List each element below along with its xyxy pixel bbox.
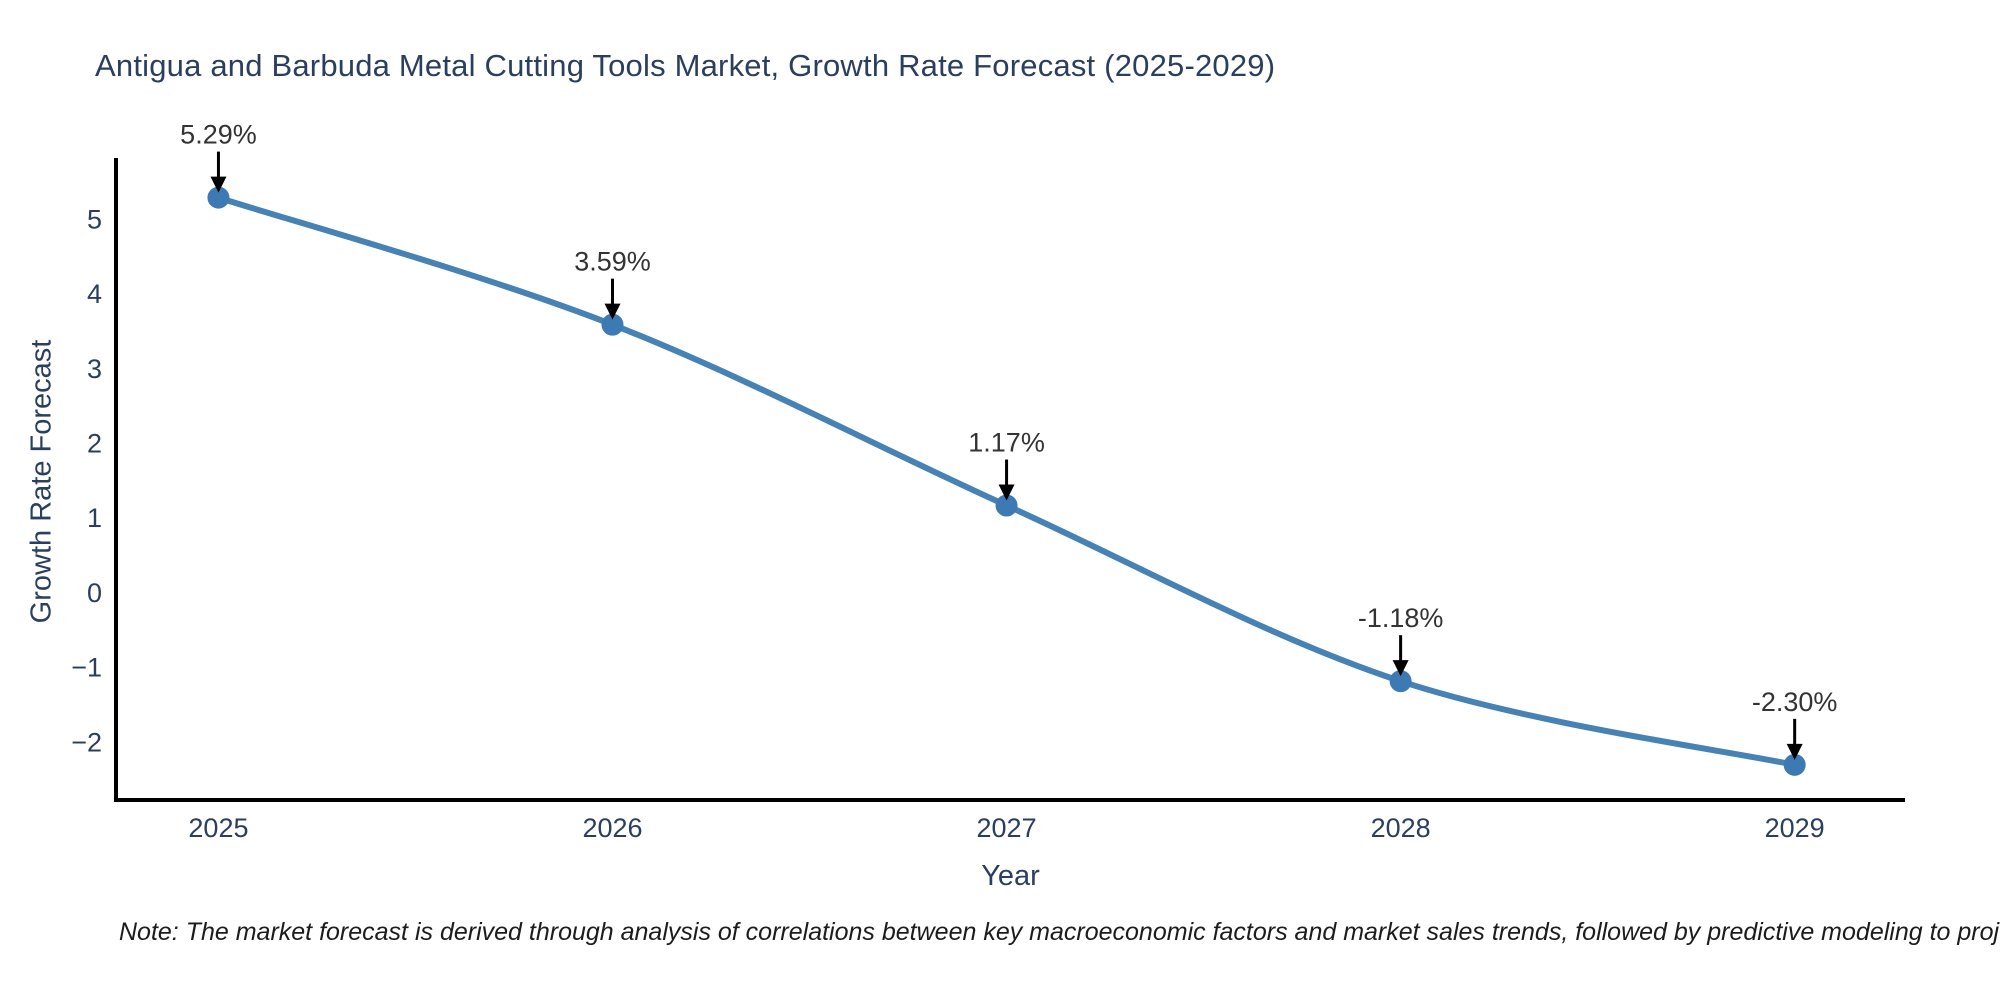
data-point-marker[interactable] (601, 313, 624, 336)
data-point-marker[interactable] (1389, 670, 1412, 693)
x-tick-label: 2029 (1765, 813, 1825, 843)
y-tick-label: 4 (87, 279, 102, 309)
y-tick-label: −1 (71, 653, 102, 683)
data-point-marker[interactable] (995, 494, 1018, 517)
data-point-label: -2.30% (1752, 687, 1838, 717)
x-tick-label: 2027 (977, 813, 1037, 843)
y-tick-label: 0 (87, 578, 102, 608)
annotation-arrow-head (210, 176, 227, 193)
y-tick-label: 1 (87, 503, 102, 533)
x-tick-label: 2025 (188, 813, 248, 843)
footnote: Note: The market forecast is derived thr… (119, 918, 2000, 946)
annotation-arrow-head (604, 303, 621, 320)
y-axis-title: Growth Rate Forecast (25, 339, 58, 624)
y-tick-label: −2 (71, 727, 102, 757)
data-point-label: 3.59% (574, 247, 651, 277)
annotation-arrow-head (998, 484, 1015, 501)
data-point-marker[interactable] (1783, 753, 1806, 776)
annotation-arrow-head (1392, 660, 1409, 677)
data-point-label: -1.18% (1358, 603, 1444, 633)
x-axis-title: Year (981, 860, 1040, 892)
x-tick-label: 2026 (582, 813, 642, 843)
chart-title: Antigua and Barbuda Metal Cutting Tools … (95, 48, 1276, 83)
annotation-arrow-head (1786, 743, 1803, 760)
y-tick-label: 3 (87, 354, 102, 384)
data-point-label: 1.17% (968, 428, 1045, 458)
data-point-marker[interactable] (207, 186, 230, 209)
x-tick-label: 2028 (1371, 813, 1431, 843)
y-tick-label: 5 (87, 204, 102, 234)
data-point-label: 5.29% (180, 120, 257, 150)
y-tick-label: 2 (87, 428, 102, 458)
